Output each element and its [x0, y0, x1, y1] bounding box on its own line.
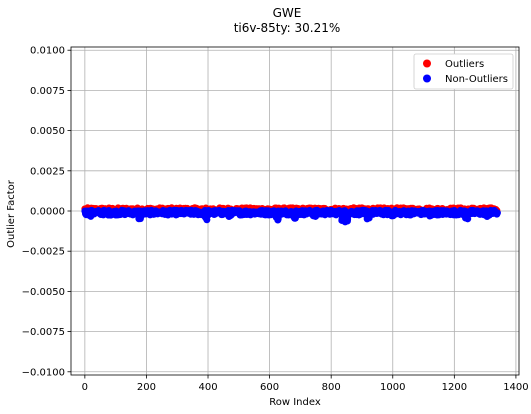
legend-label-outliers: Outliers: [445, 59, 484, 70]
x-tick-label: 0: [82, 382, 88, 393]
non-outlier-point: [485, 211, 493, 219]
non-outlier-point: [135, 214, 143, 222]
non-outlier-point: [341, 218, 349, 226]
legend-box: [413, 53, 514, 90]
non-outlier-point: [363, 211, 371, 219]
legend: Outliers Non-Outliers: [413, 53, 514, 90]
y-tick-label: −0.0075: [22, 327, 65, 338]
x-tick-label: 1000: [380, 382, 405, 393]
y-tick-label: 0.0050: [30, 126, 65, 137]
non-outlier-point: [291, 214, 299, 222]
x-axis-label: Row Index: [269, 397, 321, 408]
chart-title: GWE: [273, 6, 302, 20]
x-tick-label: 200: [137, 382, 156, 393]
x-tick-label: 400: [198, 382, 217, 393]
x-tick-label: 600: [260, 382, 279, 393]
y-tick-label: −0.0025: [22, 247, 65, 258]
y-tick-label: 0.0025: [30, 166, 65, 177]
legend-marker-non-outliers: [423, 74, 431, 83]
legend-label-non-outliers: Non-Outliers: [445, 74, 508, 85]
non-outlier-point: [202, 214, 210, 222]
y-axis-ticks: −0.0100 −0.0075 −0.0050 −0.0025 0.0000 0.0025…: [22, 46, 71, 378]
non-outlier-point: [86, 212, 94, 220]
y-tick-label: 0.0100: [30, 46, 65, 57]
non-outlier-point: [464, 210, 472, 218]
scatter-points: [81, 204, 501, 226]
y-tick-label: 0.0000: [30, 207, 65, 218]
x-tick-label: 1400: [503, 382, 528, 393]
non-outlier-point: [225, 212, 233, 220]
non-outlier-point: [274, 215, 282, 223]
y-tick-label: −0.0100: [22, 367, 65, 378]
non-outlier-point: [106, 211, 114, 219]
y-axis-label: Outlier Factor: [6, 179, 17, 248]
non-outlier-point: [388, 212, 396, 220]
legend-marker-outliers: [423, 59, 431, 68]
x-tick-label: 1200: [442, 382, 467, 393]
chart-subtitle: ti6v-85ty: 30.21%: [234, 21, 341, 35]
y-tick-label: −0.0050: [22, 287, 65, 298]
non-outlier-point: [493, 209, 501, 217]
y-tick-label: 0.0075: [30, 86, 65, 97]
non-outlier-point: [310, 210, 318, 218]
x-axis-ticks: 0 200 400 600 800 1000 1200 1400: [82, 375, 529, 393]
non-outlier-point: [341, 213, 349, 221]
non-outlier-point: [427, 211, 435, 219]
x-tick-label: 800: [322, 382, 341, 393]
grid: [71, 47, 519, 375]
